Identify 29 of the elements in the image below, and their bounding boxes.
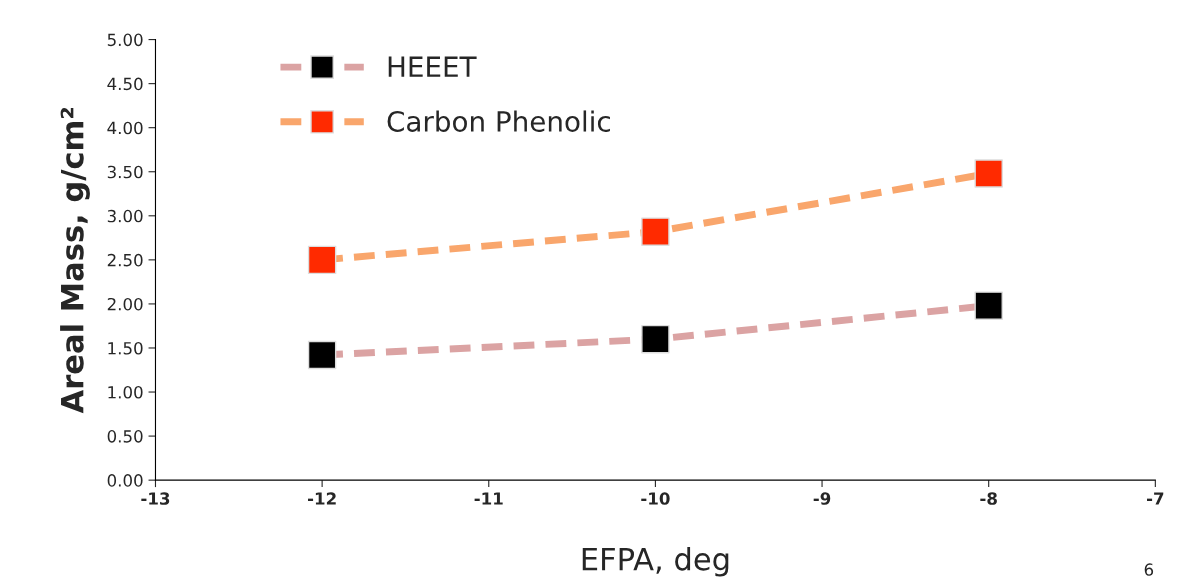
point [974, 159, 1003, 188]
x-tick-label: -7 [1146, 492, 1164, 505]
y-tick-label: 4.50 [107, 77, 143, 91]
point [641, 217, 670, 246]
x-tick-label: -12 [307, 492, 336, 505]
x-axis-title: EFPA, deg [582, 546, 729, 577]
y-tick-label: 0.00 [107, 474, 143, 487]
y-tick-label: 1.00 [108, 386, 143, 399]
x-tick-label: -10 [641, 492, 670, 505]
point [307, 340, 337, 370]
legend-label: HEEET [388, 56, 477, 77]
x-tick-label: -11 [474, 492, 503, 505]
point [307, 245, 337, 275]
legend-label: Carbon Phenolic [387, 110, 610, 132]
y-axis-title: Areal Mass, g/cm² [60, 107, 90, 414]
text: 6 [1144, 563, 1154, 576]
x-tick-label: -9 [813, 492, 831, 505]
y-tick-label: 2.00 [107, 297, 143, 311]
y-tick-label: 0.50 [107, 430, 143, 443]
y-tick-label: 4.00 [107, 121, 143, 135]
y-tick-label: 3.50 [107, 165, 143, 179]
y-tick-label: 5.00 [107, 33, 143, 47]
x-tick-label: -13 [141, 492, 170, 505]
y-tick-label: 2.50 [107, 253, 143, 267]
point [641, 324, 670, 354]
y-tick-label: 3.00 [107, 209, 143, 223]
x-tick-label: -8 [980, 492, 997, 505]
point [974, 291, 1003, 320]
y-tick-label: 1.50 [108, 341, 143, 355]
